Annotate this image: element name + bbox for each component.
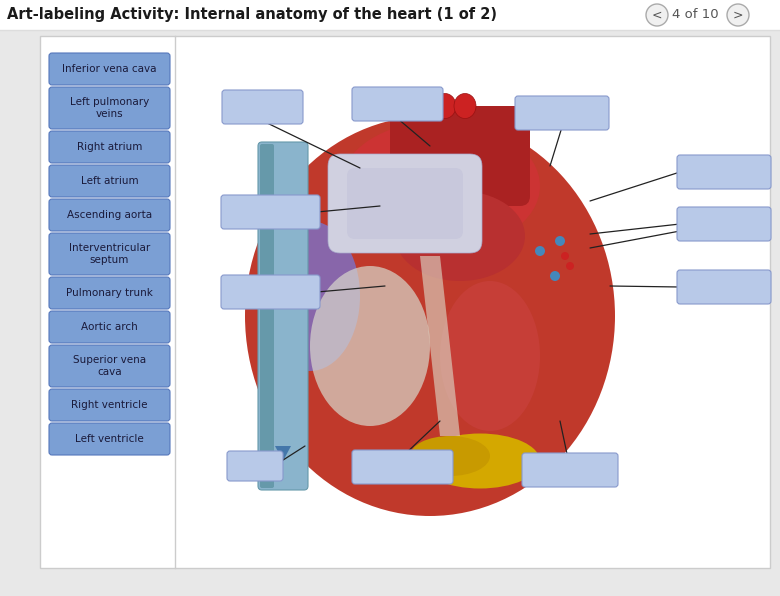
Text: Right atrium: Right atrium [76,142,142,152]
Text: <: < [652,8,662,21]
Ellipse shape [410,436,490,476]
FancyBboxPatch shape [49,311,170,343]
Text: Interventricular
septum: Interventricular septum [69,243,150,265]
FancyBboxPatch shape [515,96,609,130]
FancyBboxPatch shape [677,155,771,189]
Circle shape [535,246,545,256]
FancyBboxPatch shape [49,389,170,421]
FancyBboxPatch shape [328,154,482,253]
Text: 4 of 10: 4 of 10 [672,8,718,21]
FancyBboxPatch shape [347,168,463,239]
Ellipse shape [310,266,430,426]
FancyBboxPatch shape [49,277,170,309]
Ellipse shape [245,116,615,516]
Text: Aortic arch: Aortic arch [81,322,138,332]
Text: Inferior vena cava: Inferior vena cava [62,64,157,74]
Circle shape [646,4,668,26]
Circle shape [555,236,565,246]
Circle shape [727,4,749,26]
FancyBboxPatch shape [221,195,320,229]
Ellipse shape [420,433,540,489]
FancyBboxPatch shape [260,144,274,488]
Ellipse shape [454,94,476,119]
FancyBboxPatch shape [49,423,170,455]
Ellipse shape [440,281,540,431]
Bar [0,0,780,30]
Polygon shape [275,446,291,461]
Text: Right ventricle: Right ventricle [71,400,147,410]
FancyBboxPatch shape [352,87,443,121]
FancyBboxPatch shape [49,53,170,85]
Ellipse shape [395,191,525,281]
Ellipse shape [260,221,360,371]
Circle shape [566,262,574,270]
Text: Art-labeling Activity: Internal anatomy of the heart (1 of 2): Art-labeling Activity: Internal anatomy … [7,8,497,23]
FancyBboxPatch shape [49,345,170,387]
Ellipse shape [340,121,540,251]
FancyBboxPatch shape [49,87,170,129]
Circle shape [550,271,560,281]
Text: Left atrium: Left atrium [80,176,138,186]
Ellipse shape [414,94,436,119]
Bar [40,36,770,568]
Text: Left pulmonary
veins: Left pulmonary veins [70,97,149,119]
FancyBboxPatch shape [258,142,308,490]
FancyBboxPatch shape [522,453,618,487]
FancyBboxPatch shape [222,90,303,124]
Text: >: > [732,8,743,21]
Text: Left ventricle: Left ventricle [75,434,144,444]
FancyBboxPatch shape [677,270,771,304]
FancyBboxPatch shape [49,165,170,197]
Text: Pulmonary trunk: Pulmonary trunk [66,288,153,298]
Polygon shape [247,214,259,226]
Text: Superior vena
cava: Superior vena cava [73,355,146,377]
Text: Ascending aorta: Ascending aorta [67,210,152,220]
FancyBboxPatch shape [390,106,530,206]
Polygon shape [420,256,460,436]
Ellipse shape [394,94,416,119]
FancyBboxPatch shape [221,275,320,309]
FancyBboxPatch shape [352,450,453,484]
Ellipse shape [434,94,456,119]
FancyBboxPatch shape [49,199,170,231]
Circle shape [561,252,569,260]
FancyBboxPatch shape [677,207,771,241]
FancyBboxPatch shape [227,451,283,481]
FancyBboxPatch shape [49,131,170,163]
FancyBboxPatch shape [49,233,170,275]
